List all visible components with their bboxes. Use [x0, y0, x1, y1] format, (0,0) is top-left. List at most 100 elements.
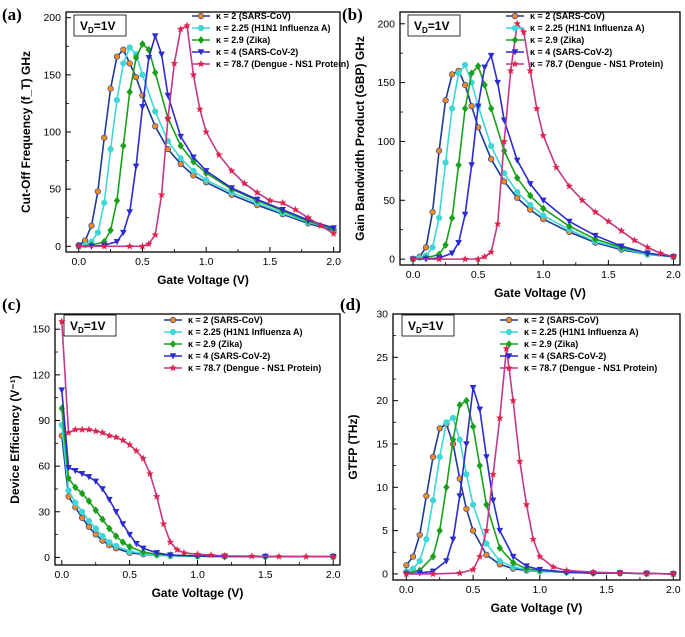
legend-entry: κ = 2.25 (H1N1 Influenza A) [188, 327, 302, 337]
x-tick-label: 0.5 [122, 569, 137, 581]
legend-marker [197, 49, 205, 56]
data-point [247, 552, 256, 560]
data-point [105, 431, 114, 439]
legend-entry: κ = 78.7 (Dengue - NS1 Protein) [216, 59, 349, 69]
vd-label: VD=1V [80, 19, 115, 35]
data-point [402, 569, 411, 578]
data-point [88, 222, 95, 229]
legend-marker [169, 363, 177, 372]
data-point [442, 241, 449, 249]
data-point [228, 185, 235, 192]
series-5 [409, 19, 678, 263]
x-axis-title: Gate Voltage (V) [494, 286, 586, 300]
data-point [604, 217, 613, 225]
data-point [409, 553, 417, 560]
data-point [190, 157, 197, 166]
data-point [630, 236, 639, 244]
legend-entry: κ = 2 (SARS-CoV) [524, 315, 599, 325]
legend-marker [169, 316, 177, 324]
data-point [152, 68, 159, 77]
data-point [99, 515, 106, 524]
data-point [589, 568, 598, 576]
data-point [119, 436, 127, 444]
series-line [412, 64, 674, 260]
data-point [532, 104, 541, 112]
x-tick-label: 2.0 [326, 569, 341, 581]
legend-marker [505, 316, 513, 324]
data-point [65, 474, 72, 483]
plot-frame [392, 313, 681, 581]
data-point [448, 71, 456, 78]
legend-marker [197, 36, 205, 44]
data-point [126, 88, 133, 96]
data-point [98, 428, 107, 436]
data-point [177, 141, 184, 150]
data-point [101, 134, 108, 141]
data-point [157, 190, 166, 199]
data-point [456, 436, 463, 443]
series-line [412, 69, 674, 260]
data-point [496, 544, 503, 552]
data-point [91, 427, 100, 435]
data-point [120, 60, 127, 67]
data-point [85, 497, 93, 505]
x-tick-label: 2.0 [666, 584, 681, 596]
x-tick-label: 1.0 [533, 584, 548, 596]
data-point [469, 501, 477, 508]
data-point [79, 508, 86, 515]
data-point [423, 492, 430, 500]
y-tick-label: 150 [43, 69, 61, 81]
legend-entry: κ = 2.9 (Zika) [188, 339, 242, 349]
series-line [405, 422, 674, 575]
data-point [442, 97, 449, 104]
data-point [203, 176, 210, 184]
data-point [94, 229, 101, 236]
data-point [58, 387, 66, 394]
data-point [207, 551, 215, 559]
series-5 [402, 344, 678, 578]
data-point [85, 523, 93, 531]
data-point [78, 489, 86, 498]
data-point [483, 540, 490, 547]
y-tick-label: 150 [377, 77, 395, 89]
data-point [152, 492, 161, 500]
data-point [112, 509, 120, 516]
series-5 [74, 21, 338, 250]
x-axis-title: Gate Voltage (V) [491, 601, 583, 615]
data-point [220, 551, 229, 560]
data-point [540, 212, 547, 219]
series-line [406, 348, 674, 575]
legend-marker [511, 24, 519, 32]
data-point [461, 211, 469, 218]
data-point [480, 252, 489, 261]
legend-marker [169, 340, 177, 348]
legend-entry: κ = 78.7 (Dengue - NS1 Protein) [188, 363, 321, 373]
legend-marker [169, 353, 177, 360]
y-axis-title: Cut-Off Frequency (f_T) GHz [19, 51, 33, 213]
data-point [435, 255, 443, 263]
data-point [468, 103, 475, 110]
series-line [406, 387, 674, 575]
data-point [482, 526, 491, 534]
data-point [78, 425, 86, 433]
legend-marker [197, 24, 205, 32]
series-4 [403, 384, 677, 578]
data-point [448, 250, 456, 257]
data-point [514, 174, 521, 182]
data-point [443, 558, 450, 565]
data-point [448, 105, 456, 112]
legend-entry: κ = 78.7 (Dengue - NS1 Protein) [524, 363, 657, 373]
data-point [72, 483, 79, 492]
y-tick-label: 5 [382, 525, 388, 537]
data-point [92, 531, 99, 538]
data-point [514, 194, 521, 202]
data-point [152, 108, 159, 115]
legend-entry: κ = 2 (SARS-CoV) [216, 11, 291, 21]
legend-marker [505, 340, 513, 348]
data-point [151, 230, 160, 239]
data-point [463, 505, 470, 513]
data-point [469, 384, 477, 392]
data-point [132, 74, 140, 81]
x-tick-label: 1.5 [601, 269, 616, 281]
data-point [435, 214, 443, 222]
